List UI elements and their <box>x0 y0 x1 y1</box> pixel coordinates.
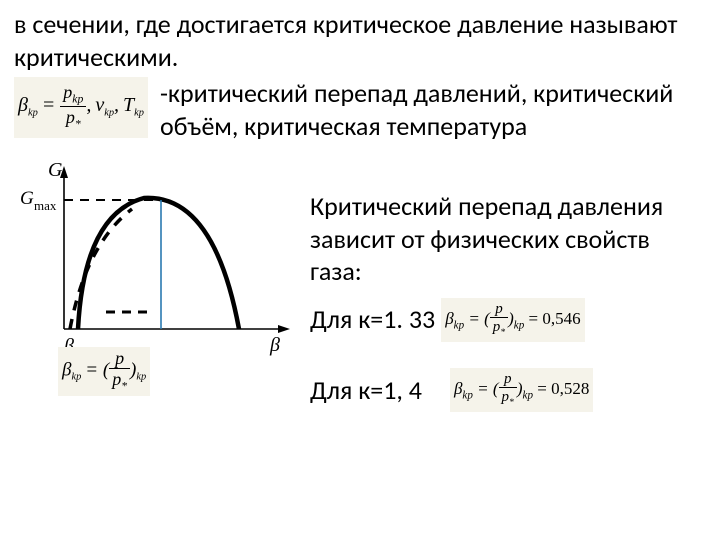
definition-row: βkp = pkp p* , vkp, Tkp -критический пер… <box>14 77 706 142</box>
axis-label-gmax: G <box>20 188 34 209</box>
axis-label-gmax-sub: max <box>34 198 57 213</box>
axis-label-g: G <box>48 159 63 181</box>
formula-beta-kp: βkp = pkp p* , vkp, Tkp <box>14 77 148 138</box>
right-column: Критический перепад давления зависит от … <box>304 154 706 412</box>
intro-text: в сечении, где достигается критическое д… <box>14 8 706 73</box>
formula-beta-equals: βkp = ( p p* )kp <box>58 347 150 396</box>
k-133-line: Для к=1. 33 βkp = ( p p* )kp = 0,546 <box>310 298 706 342</box>
graph-column: G G max β kp β βkp = ( p p* <box>14 154 304 394</box>
definition-text: -критический перепад давлений, критическ… <box>160 77 706 142</box>
axis-label-beta: β <box>269 334 280 356</box>
k-133-label: Для к=1. 33 <box>310 303 435 336</box>
k-14-label: Для к=1, 4 <box>310 374 422 407</box>
k-133-formula: βkp = ( p p* )kp = 0,546 <box>441 298 584 342</box>
k-14-formula: βkp = ( p p* )kp = 0,528 <box>450 368 593 412</box>
dependency-text: Критический перепад давления зависит от … <box>310 190 706 288</box>
graph-and-text-row: G G max β kp β βkp = ( p p* <box>14 154 706 412</box>
k-14-line: Для к=1, 4 βkp = ( p p* )kp = 0,528 <box>310 368 706 412</box>
